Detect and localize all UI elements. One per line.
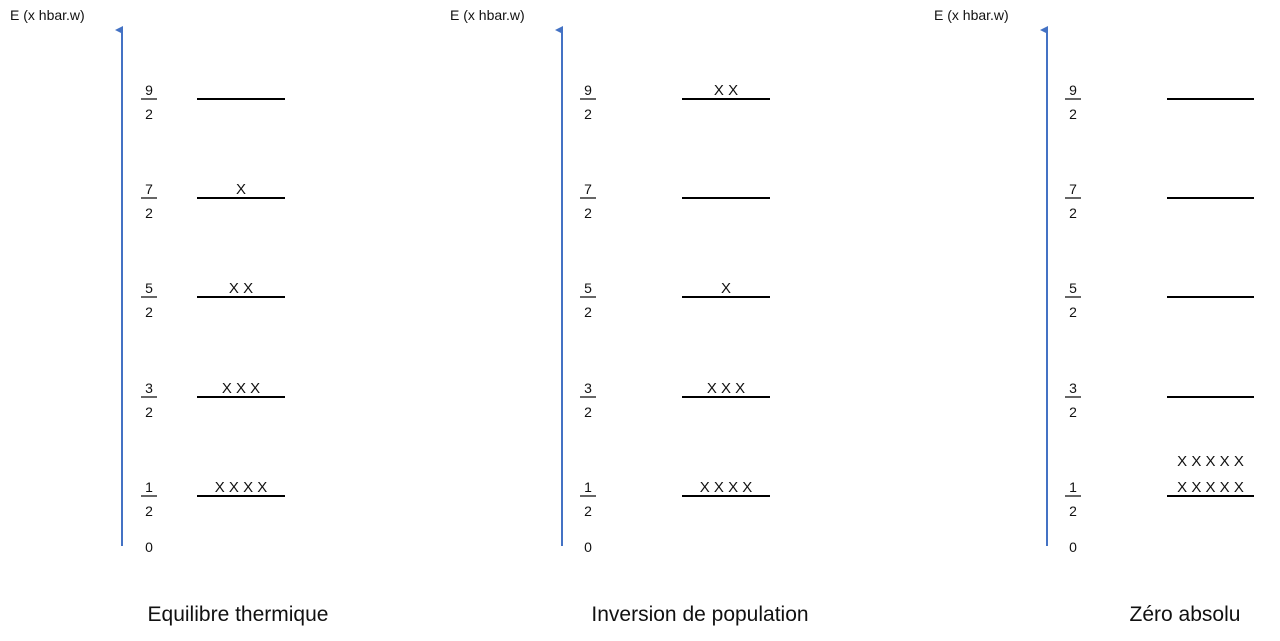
level-fraction-numerator: 7 <box>1069 181 1077 197</box>
occupancy-marks: X X <box>229 280 253 297</box>
axis-label: E (x hbar.w) <box>10 7 85 23</box>
level-fraction-numerator: 5 <box>584 280 592 296</box>
level-fraction-denominator: 2 <box>145 106 153 122</box>
energy-diagram-panel-1: E (x hbar.w) 0 1 2 X X X X 3 2 X X X 5 2 X X 7 2 X 9 2 E… <box>10 7 328 626</box>
level-fraction-denominator: 2 <box>584 106 592 122</box>
level-fraction-numerator: 9 <box>1069 82 1077 98</box>
energy-diagram-panel-3: E (x hbar.w) 0 1 2 X X X X X X X X X X 3 2 5 2 7 2 9… <box>934 7 1254 626</box>
level-fraction-numerator: 3 <box>145 380 153 396</box>
level-fraction-numerator: 1 <box>1069 479 1077 495</box>
level-fraction-denominator: 2 <box>145 404 153 420</box>
level-fraction-numerator: 5 <box>1069 280 1077 296</box>
level-fraction-denominator: 2 <box>145 205 153 221</box>
level-fraction-denominator: 2 <box>1069 503 1077 519</box>
level-fraction-denominator: 2 <box>1069 404 1077 420</box>
occupancy-marks: X X X X X <box>1177 453 1244 470</box>
level-fraction-numerator: 3 <box>1069 380 1077 396</box>
zero-label: 0 <box>1069 539 1077 555</box>
level-fraction-denominator: 2 <box>584 304 592 320</box>
occupancy-marks: X <box>236 181 246 198</box>
level-fraction-numerator: 5 <box>145 280 153 296</box>
zero-label: 0 <box>584 539 592 555</box>
occupancy-marks: X X <box>714 82 738 99</box>
axis-label: E (x hbar.w) <box>450 7 525 23</box>
level-fraction-denominator: 2 <box>1069 205 1077 221</box>
level-fraction-numerator: 9 <box>145 82 153 98</box>
occupancy-marks: X X X <box>707 380 745 397</box>
level-fraction-denominator: 2 <box>145 304 153 320</box>
occupancy-marks: X X X X <box>700 479 753 496</box>
axis-label: E (x hbar.w) <box>934 7 1009 23</box>
level-fraction-numerator: 1 <box>584 479 592 495</box>
level-fraction-numerator: 3 <box>584 380 592 396</box>
level-fraction-denominator: 2 <box>1069 304 1077 320</box>
level-fraction-numerator: 1 <box>145 479 153 495</box>
zero-label: 0 <box>145 539 153 555</box>
occupancy-marks: X X X <box>222 380 260 397</box>
level-fraction-denominator: 2 <box>584 205 592 221</box>
level-fraction-numerator: 7 <box>145 181 153 197</box>
panel-caption: Zéro absolu <box>1130 603 1241 626</box>
level-fraction-numerator: 7 <box>584 181 592 197</box>
level-fraction-denominator: 2 <box>584 503 592 519</box>
level-fraction-denominator: 2 <box>1069 106 1077 122</box>
level-fraction-denominator: 2 <box>145 503 153 519</box>
level-fraction-denominator: 2 <box>584 404 592 420</box>
occupancy-marks: X <box>721 280 731 297</box>
occupancy-marks: X X X X <box>215 479 268 496</box>
panel-caption: Equilibre thermique <box>148 603 329 626</box>
level-fraction-numerator: 9 <box>584 82 592 98</box>
occupancy-marks: X X X X X <box>1177 479 1244 496</box>
energy-diagram-panel-2: E (x hbar.w) 0 1 2 X X X X 3 2 X X X 5 2 X 7 2 9 2 X X I… <box>450 7 809 626</box>
panel-caption: Inversion de population <box>591 603 808 626</box>
